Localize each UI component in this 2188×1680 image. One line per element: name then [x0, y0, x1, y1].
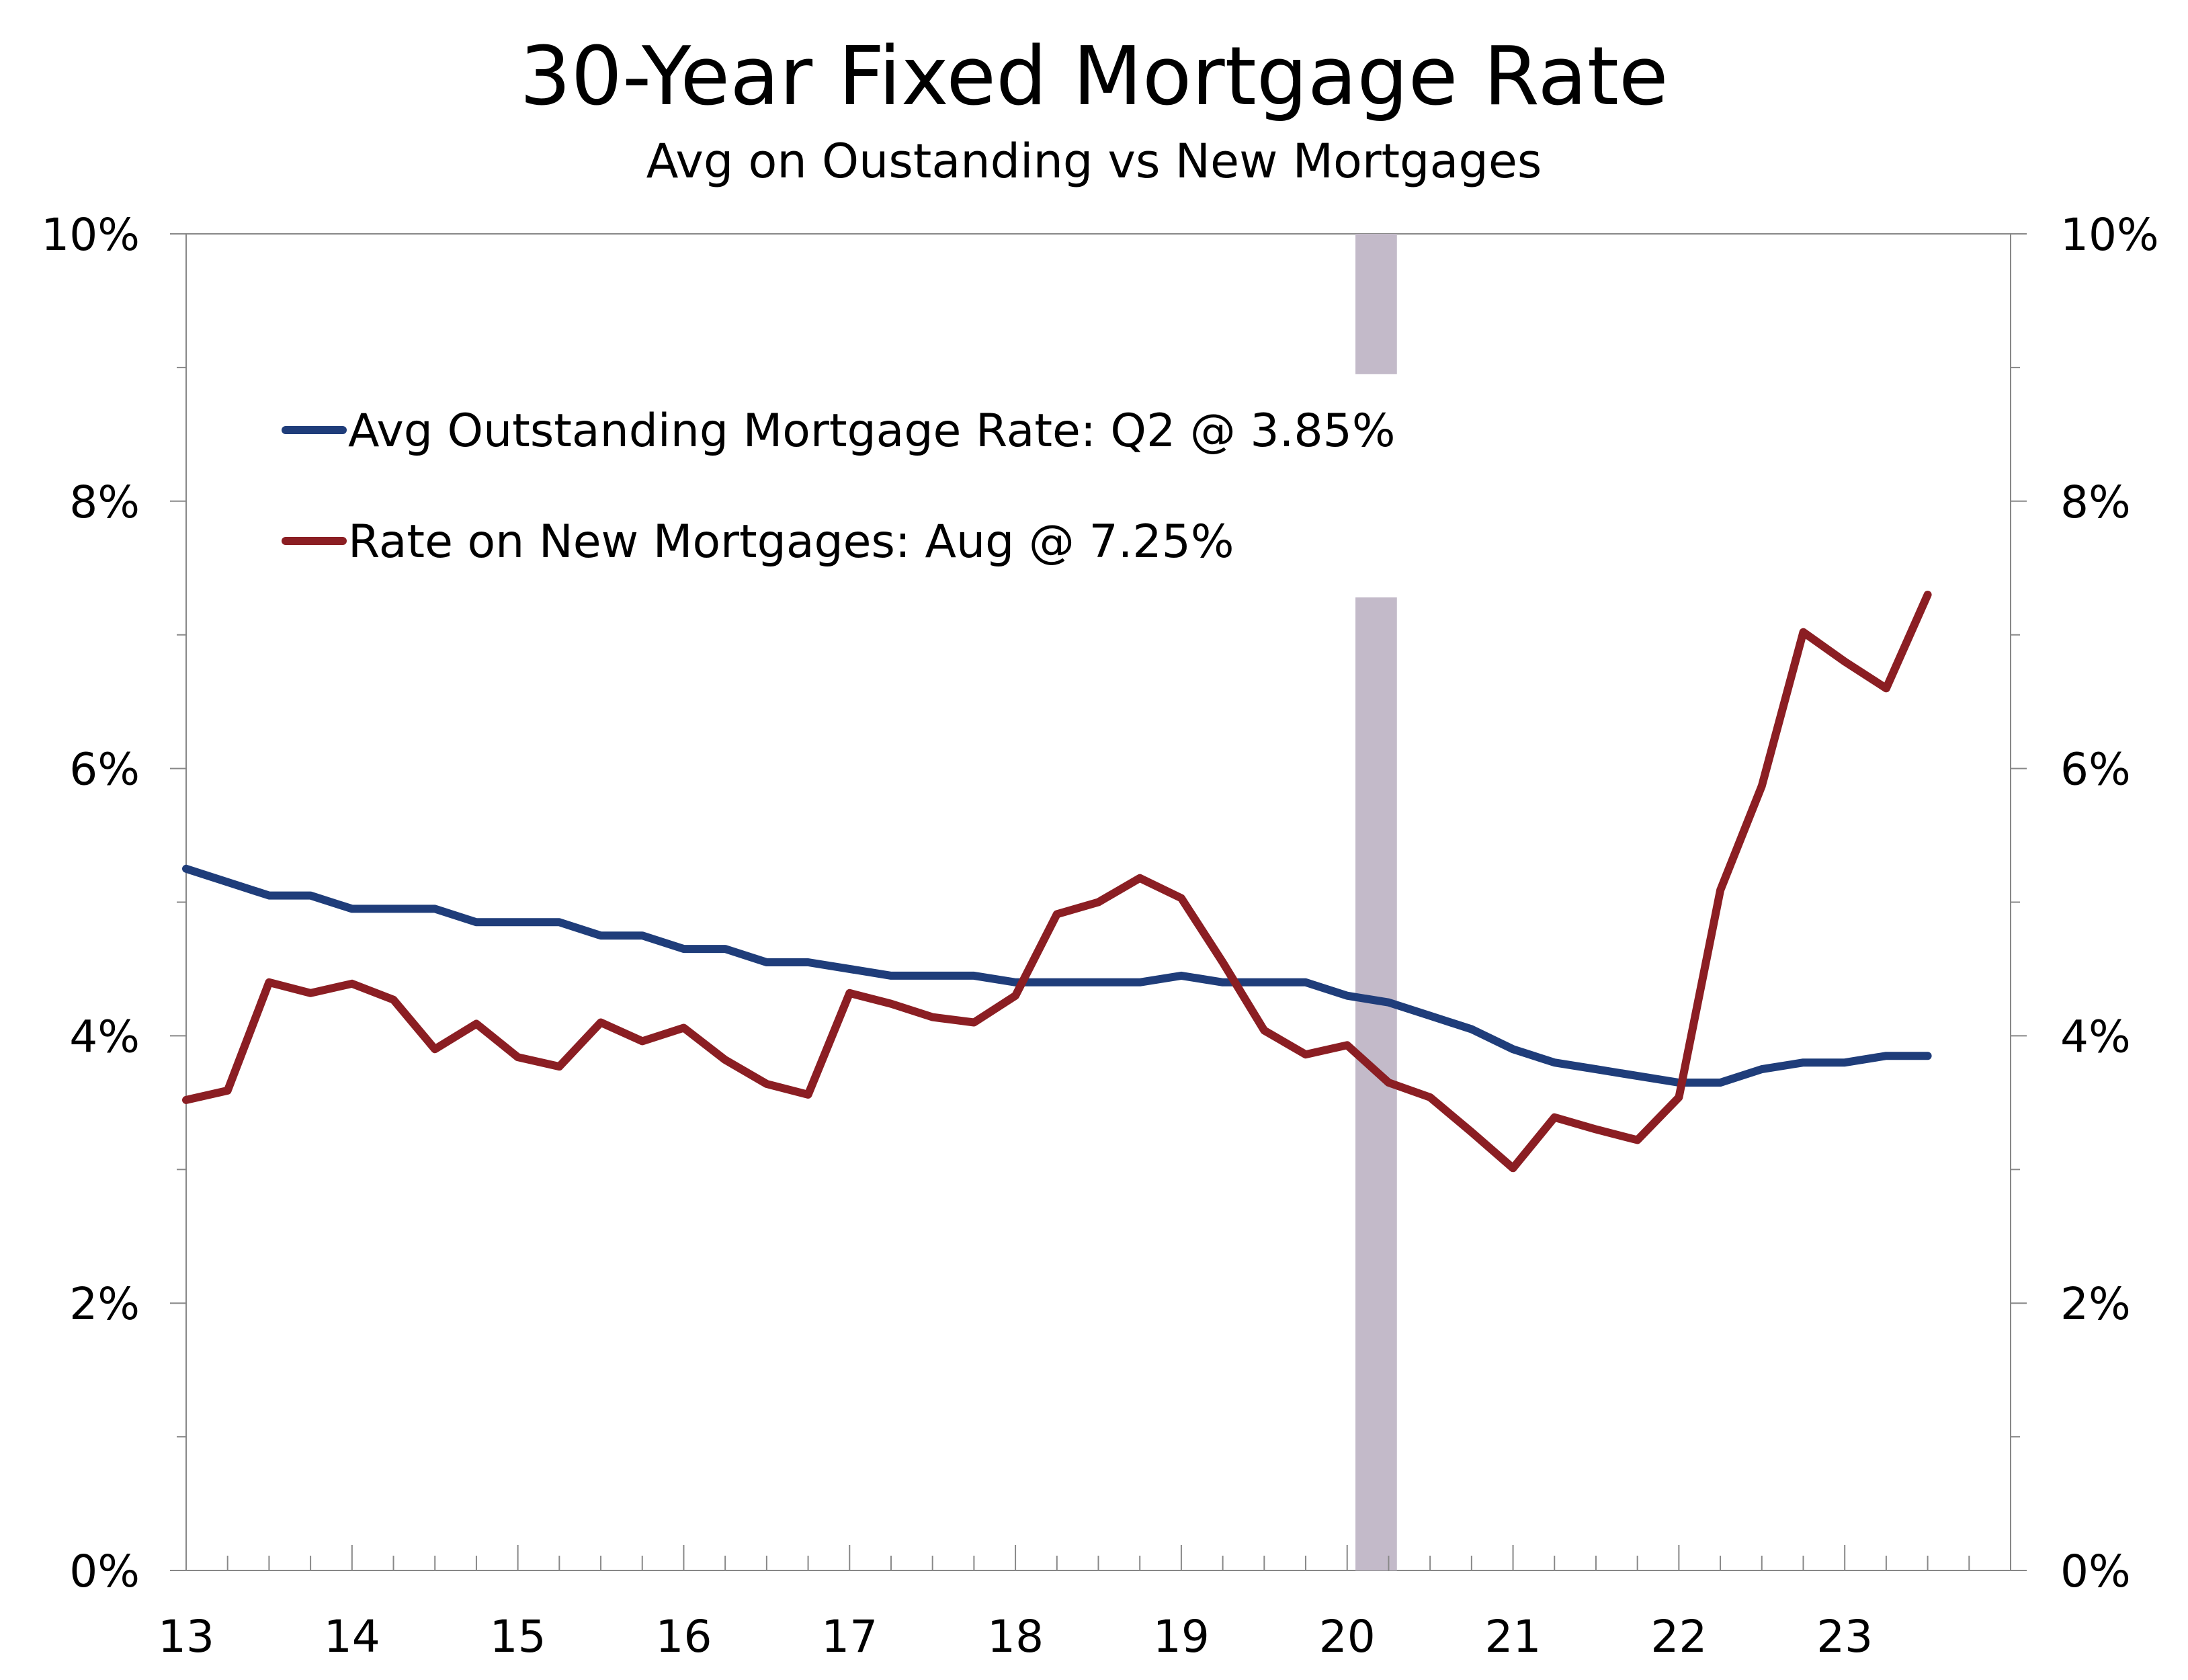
x-tick-label: 20: [1319, 1611, 1376, 1663]
y-tick-label-left: 0%: [69, 1546, 140, 1597]
y-tick-label-right: 10%: [2060, 209, 2159, 261]
x-tick-label: 13: [158, 1611, 214, 1663]
x-tick-label: 18: [987, 1611, 1044, 1663]
y-tick-label-left: 10%: [41, 209, 140, 261]
y-tick-label-right: 6%: [2060, 744, 2131, 796]
axis-layer: 0% 0% 2% 2% 4% 4% 6% 6% 8% 8% 10% 10% 13 14 15 16 17 18 19…: [41, 209, 2158, 1663]
x-tick-label: 23: [1816, 1611, 1873, 1663]
y-tick-label-right: 4%: [2060, 1011, 2131, 1062]
x-tick-label: 16: [655, 1611, 712, 1663]
chart-subtitle: Avg on Oustanding vs New Mortgages: [646, 134, 1542, 189]
y-tick-label-left: 8%: [69, 476, 140, 528]
x-tick-label: 15: [490, 1611, 546, 1663]
recession-band: [1355, 234, 1397, 374]
series-line-1: [182, 864, 1932, 1087]
y-tick-label-left: 4%: [69, 1011, 140, 1062]
chart-title: 30-Year Fixed Mortgage Rate: [519, 30, 1669, 124]
y-tick-label-left: 2%: [69, 1278, 140, 1330]
legend-label-2: Rate on New Mortgages: Aug @ 7.25%: [348, 515, 1234, 569]
x-tick-label: 22: [1650, 1611, 1707, 1663]
legend-label-1: Avg Outstanding Mortgage Rate: Q2 @ 3.85…: [348, 405, 1395, 458]
y-tick-label-right: 0%: [2060, 1546, 2131, 1597]
y-tick-label-right: 8%: [2060, 476, 2131, 528]
series-layer: [182, 591, 1932, 1173]
x-tick-label: 14: [324, 1611, 380, 1663]
y-tick-label-right: 2%: [2060, 1278, 2131, 1330]
y-tick-label-left: 6%: [69, 744, 140, 796]
legend: Avg Outstanding Mortgage Rate: Q2 @ 3.85…: [282, 405, 1395, 569]
x-tick-label: 17: [821, 1611, 878, 1663]
series-line-2: [182, 591, 1932, 1173]
x-tick-label: 21: [1485, 1611, 1542, 1663]
x-tick-label: 19: [1153, 1611, 1210, 1663]
